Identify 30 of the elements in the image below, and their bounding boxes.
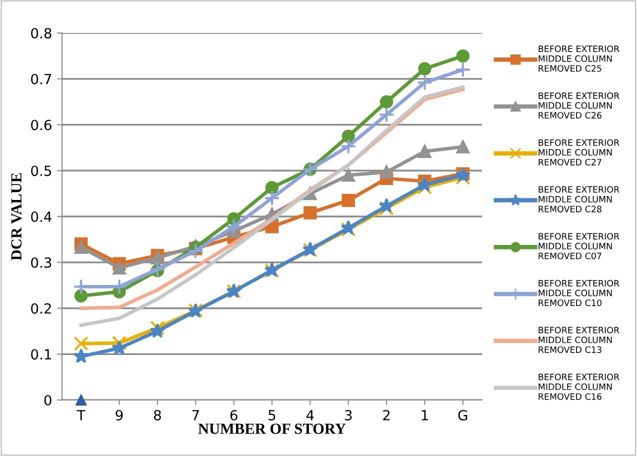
x-tick-label: 1: [422, 410, 428, 420]
x-axis-title: NUMBER OF STORY: [198, 424, 346, 434]
y-tick-label: 0: [44, 394, 52, 406]
x-tick-label: 7: [192, 410, 199, 420]
legend-label: BEFORE EXTERIOR MIDDLE COLUMN REMOVED C26: [538, 92, 620, 119]
y-tick-label: 0.6: [31, 120, 52, 130]
x-tick-label: 5: [268, 410, 276, 420]
y-tick-label: 0.7: [31, 74, 52, 84]
x-tick-label: 8: [154, 410, 161, 420]
y-tick-label: 0.2: [31, 303, 51, 314]
y-axis-title: DCR VALUE: [11, 173, 22, 260]
legend-label: BEFORE EXTERIOR MIDDLE COLUMN REMOVED C16: [538, 374, 620, 400]
x-tick-label: 6: [230, 410, 238, 420]
y-tick-label: 0.4: [31, 211, 52, 222]
x-tick-label: 4: [306, 410, 314, 420]
x-tick-label: T: [76, 410, 86, 420]
y-tick-label: 0.3: [31, 257, 52, 268]
x-tick-label: 3: [345, 410, 352, 420]
x-tick-label: 9: [116, 410, 123, 420]
y-tick-label: 0.8: [31, 28, 52, 38]
legend-label: BEFORE EXTERIOR MIDDLE COLUMN REMOVED C13: [538, 326, 620, 353]
y-tick-label: 0.5: [31, 166, 52, 176]
y-tick-label: 0.1: [31, 349, 51, 360]
x-tick-label: 2: [383, 410, 390, 420]
x-tick-label: G: [458, 410, 468, 420]
legend-label: BEFORE EXTERIOR MIDDLE COLUMN REMOVED C10: [538, 280, 620, 306]
legend-label: BEFORE EXTERIOR MIDDLE COLUMN REMOVED C25: [538, 45, 620, 72]
legend-label: BEFORE EXTERIOR MIDDLE COLUMN REMOVED C27: [538, 139, 620, 166]
legend-label: BEFORE EXTERIOR MIDDLE COLUMN REMOVED C28: [538, 186, 620, 212]
legend-label: BEFORE EXTERIOR MIDDLE COLUMN REMOVED C07: [538, 233, 620, 260]
